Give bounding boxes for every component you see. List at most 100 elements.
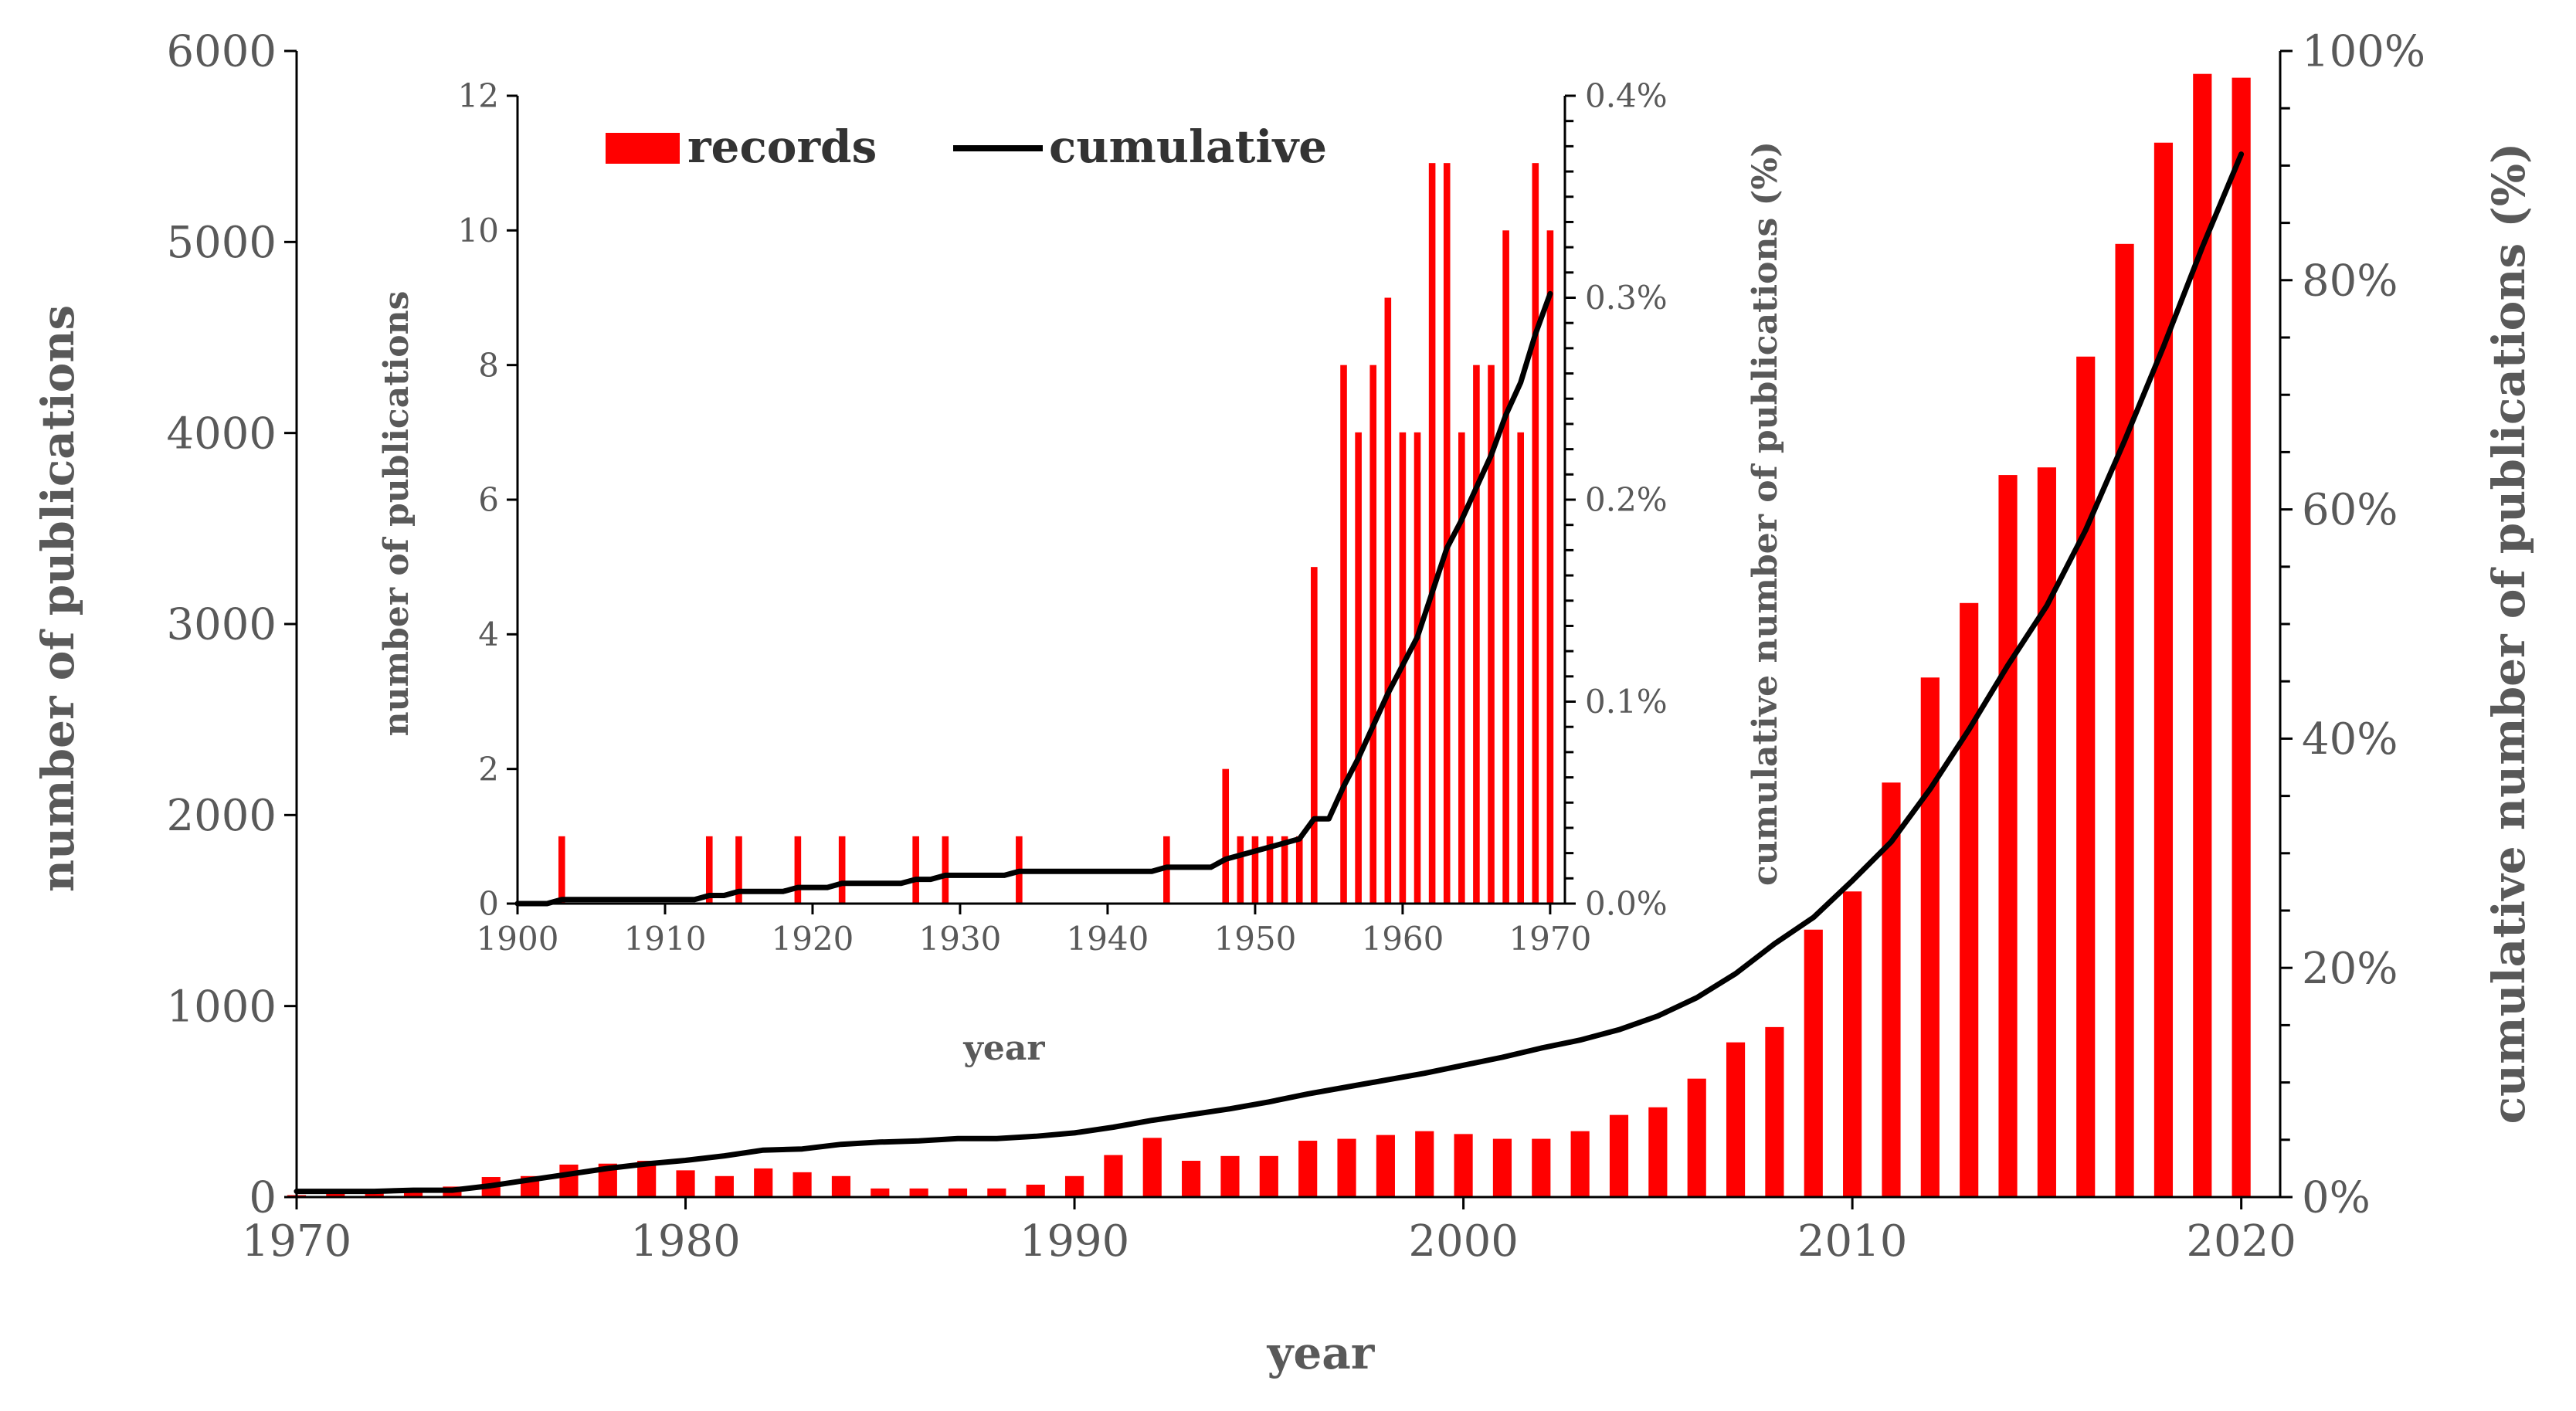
inset-x-tick-label: 1930: [919, 920, 1002, 958]
main-bar: [1726, 1042, 1746, 1197]
inset-bar: [1281, 836, 1288, 904]
inset-bar: [1546, 230, 1554, 904]
main-bar: [754, 1168, 773, 1197]
inset-bar: [1532, 163, 1539, 904]
inset-bar: [1251, 836, 1259, 904]
main-bar: [1492, 1138, 1512, 1197]
inset-bar: [1355, 432, 1362, 904]
main-y2-tick-label: 20%: [2302, 944, 2398, 994]
main-bar: [714, 1175, 734, 1197]
inset-bar: [1517, 432, 1525, 904]
legend-cumulative-label: cumulative: [1049, 120, 1327, 173]
inset-bar: [1428, 163, 1436, 904]
main-bar: [1376, 1135, 1395, 1197]
main-bar: [2232, 77, 2251, 1197]
inset-bars: [558, 163, 1554, 904]
inset-y2-tick-label: 0.2%: [1585, 481, 1668, 519]
main-bar: [1570, 1131, 1590, 1197]
inset-bar: [942, 836, 949, 904]
inset-x-tick-label: 1900: [477, 920, 559, 958]
inset-x-tick-label: 1970: [1509, 920, 1591, 958]
inset-bar: [1222, 768, 1230, 904]
inset-bar: [912, 836, 919, 904]
inset-y-tick-label: 12: [458, 77, 499, 115]
inset-bar: [1340, 365, 1347, 904]
inset-bar: [1295, 836, 1303, 904]
inset-bar: [838, 836, 846, 904]
main-bar: [2153, 142, 2174, 1198]
inset-bar: [1473, 365, 1480, 904]
inset-y2-tick-label: 0.0%: [1585, 885, 1668, 923]
main-bar: [1843, 891, 1862, 1197]
main-bar: [1337, 1138, 1356, 1197]
main-y-tick-label: 1000: [166, 982, 277, 1032]
main-bar: [1765, 1026, 1784, 1197]
main-y-tick-label: 0: [249, 1173, 277, 1223]
main-bar: [1104, 1155, 1123, 1197]
inset-y-axis-title: number of publications: [377, 291, 416, 737]
main-x-axis-title: year: [1267, 1327, 1376, 1379]
main-x-tick-label: 1970: [242, 1216, 352, 1267]
main-bar: [1298, 1141, 1318, 1197]
inset-y-tick-label: 2: [478, 750, 499, 788]
main-y2-tick-label: 100%: [2302, 27, 2425, 77]
inset-x-tick-label: 1940: [1066, 920, 1149, 958]
inset-bar: [558, 836, 565, 904]
main-bar: [1960, 602, 1979, 1197]
main-x-tick-label: 2010: [1797, 1216, 1908, 1267]
inset-x-axis-title: year: [962, 1029, 1045, 1068]
inset-bar: [705, 836, 713, 904]
main-y2-tick-label: 60%: [2302, 485, 2398, 535]
main-y2-axis-title: cumulative number of publications (%): [2483, 143, 2535, 1124]
inset-y2-tick-label: 0.1%: [1585, 683, 1668, 721]
legend: records cumulative: [606, 120, 1327, 173]
main-bar: [2076, 356, 2096, 1197]
inset-y2-tick-label: 0.3%: [1585, 279, 1668, 317]
main-y-tick-label: 3000: [166, 600, 277, 650]
inset-x-tick-label: 1910: [624, 920, 707, 958]
main-bar: [987, 1188, 1006, 1197]
inset-y-tick-label: 6: [478, 481, 499, 519]
main-y2-tick-label: 80%: [2302, 256, 2398, 306]
main-bar: [831, 1175, 851, 1197]
main-bar: [559, 1164, 579, 1197]
inset-x-tick-label: 1950: [1213, 920, 1296, 958]
inset-bar: [1237, 836, 1244, 904]
main-bar: [1064, 1175, 1084, 1197]
main-bar: [1532, 1138, 1551, 1197]
main-bar: [2115, 243, 2134, 1198]
inset-bar: [1266, 836, 1274, 904]
inset-bar: [1311, 567, 1318, 904]
inset-line: [514, 290, 1553, 907]
inset-bar: [1369, 365, 1377, 904]
main-y-axis-title: number of publications: [32, 305, 84, 892]
inset-y-tick-label: 4: [478, 616, 499, 653]
inset-x-tick-label: 1920: [772, 920, 854, 958]
main-bar: [403, 1190, 423, 1197]
inset-y-tick-label: 10: [458, 212, 499, 249]
main-bar: [2037, 467, 2056, 1197]
main-y-tick-label: 5000: [166, 218, 277, 268]
main-bar: [1142, 1138, 1162, 1197]
inset-cumulative-line: [514, 290, 1553, 907]
main-bar: [1920, 677, 1940, 1197]
main-bar: [676, 1170, 695, 1197]
legend-records-label: records: [687, 120, 877, 173]
main-bar: [1182, 1161, 1201, 1197]
main-bar: [948, 1188, 968, 1197]
inset-y-tick-label: 8: [478, 346, 499, 384]
main-x-tick-label: 1990: [1020, 1216, 1130, 1267]
main-y2-tick-label: 40%: [2302, 714, 2398, 765]
inset-bar: [1414, 432, 1421, 904]
main-bar: [871, 1188, 890, 1197]
inset-bar: [1458, 432, 1465, 904]
inset-bar: [1384, 297, 1392, 904]
main-bar: [1454, 1134, 1473, 1197]
main-bar: [792, 1172, 812, 1197]
main-y2-tick-label: 0%: [2302, 1173, 2371, 1223]
inset-y2-axis-title: cumulative number of publications (%): [1746, 141, 1785, 886]
inset-bar: [1443, 163, 1451, 904]
main-y-tick-label: 2000: [166, 791, 277, 841]
